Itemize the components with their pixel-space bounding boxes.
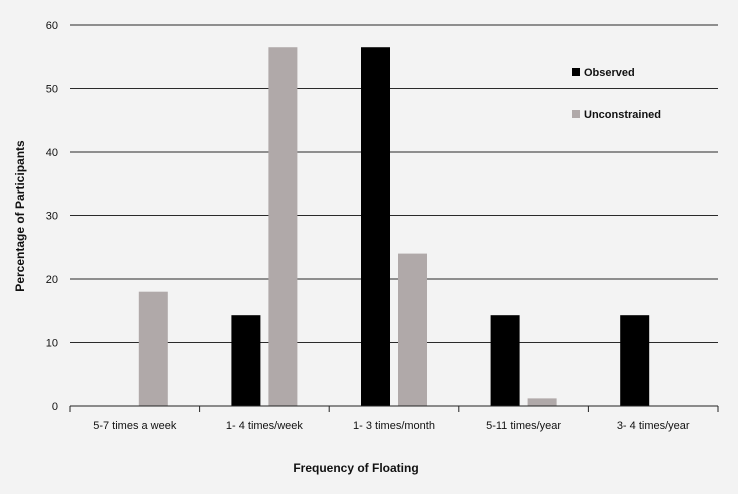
y-tick-labels: 0 10 20 30 40 50 60 bbox=[46, 20, 58, 413]
y-tick-label: 20 bbox=[46, 274, 58, 286]
legend-label-observed: Observed bbox=[584, 67, 635, 79]
y-axis-title: Percentage of Participants bbox=[13, 140, 27, 292]
grid-lines bbox=[70, 24, 718, 343]
bars bbox=[138, 47, 650, 406]
legend: Observed Unconstrained bbox=[572, 67, 661, 121]
x-axis-title: Frequency of Floating bbox=[293, 461, 418, 475]
legend-swatch-unconstrained bbox=[572, 110, 580, 118]
x-tick-label: 5-11 times/year bbox=[486, 420, 561, 432]
bar-unconstrained-2 bbox=[398, 253, 427, 406]
bar-observed-4 bbox=[620, 315, 650, 406]
x-tick-labels: 5-7 times a week 1- 4 times/week 1- 3 time… bbox=[93, 420, 690, 432]
legend-swatch-observed bbox=[572, 68, 580, 76]
y-tick-label: 10 bbox=[46, 338, 58, 350]
x-tick-label: 1- 3 times/month bbox=[353, 420, 435, 432]
y-tick-label: 40 bbox=[46, 147, 58, 159]
bar-observed-1 bbox=[231, 315, 261, 406]
y-tick-label: 30 bbox=[46, 211, 58, 223]
y-tick-label: 60 bbox=[46, 20, 58, 32]
x-tick-label: 3- 4 times/year bbox=[617, 420, 690, 432]
bar-unconstrained-3 bbox=[527, 398, 557, 406]
x-tick-label: 5-7 times a week bbox=[93, 420, 177, 432]
y-tick-label: 0 bbox=[52, 401, 58, 413]
bar-unconstrained-0 bbox=[138, 291, 168, 406]
y-tick-label: 50 bbox=[46, 84, 58, 96]
bar-observed-2 bbox=[361, 47, 390, 406]
axes bbox=[69, 405, 719, 412]
bar-unconstrained-1 bbox=[268, 47, 298, 406]
legend-label-unconstrained: Unconstrained bbox=[584, 109, 661, 121]
bar-observed-3 bbox=[490, 315, 520, 406]
x-tick-label: 1- 4 times/week bbox=[226, 420, 304, 432]
